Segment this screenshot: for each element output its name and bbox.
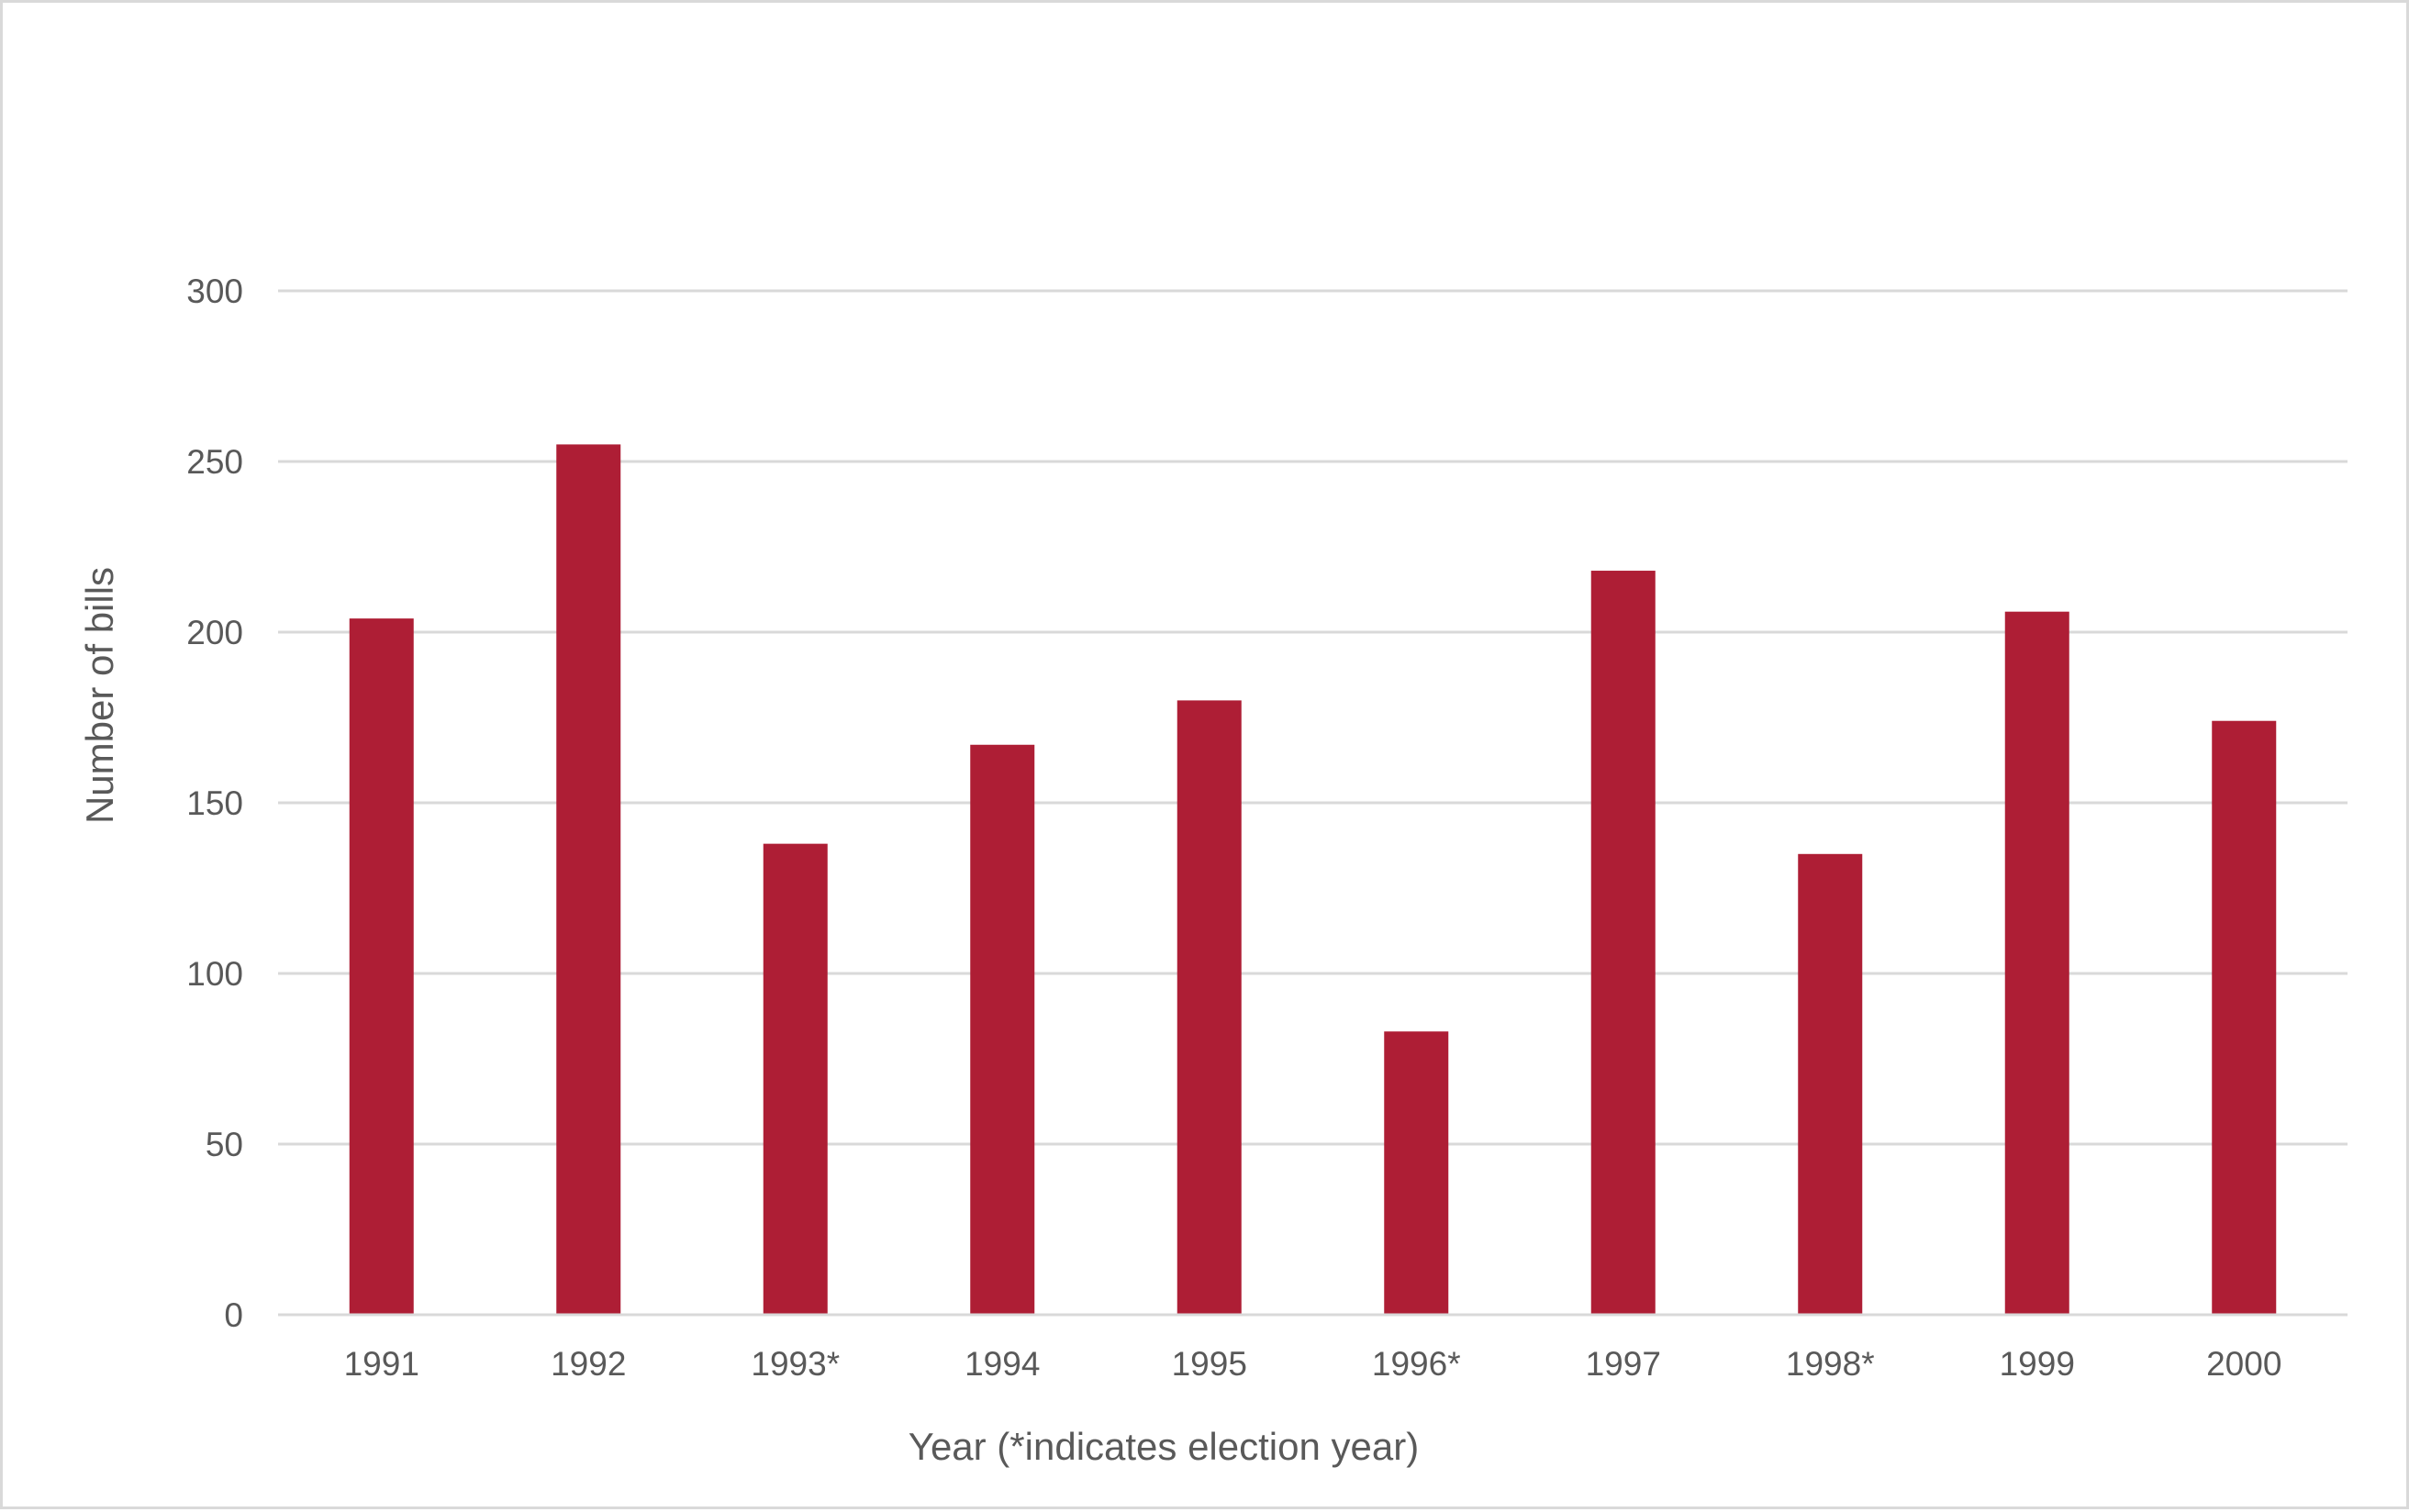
bar bbox=[556, 444, 621, 1315]
y-tick-label: 300 bbox=[186, 272, 243, 310]
bar-chart: 0 50 100 150 200 250 300 1991 1992 1993* 1994 1995… bbox=[78, 272, 2348, 1468]
bar bbox=[970, 744, 1035, 1315]
gridlines bbox=[278, 289, 2348, 1317]
bar bbox=[1590, 571, 1656, 1315]
x-tick-label: 1999 bbox=[2000, 1345, 2075, 1383]
y-tick-label: 50 bbox=[206, 1126, 243, 1163]
y-tick-label: 0 bbox=[224, 1296, 243, 1334]
y-tick-label: 150 bbox=[186, 784, 243, 822]
x-tick-label: 1994 bbox=[965, 1345, 1040, 1383]
y-tick-label: 100 bbox=[186, 955, 243, 993]
x-tick-label: 1997 bbox=[1586, 1345, 1661, 1383]
bars bbox=[278, 444, 2348, 1317]
y-tick-label: 200 bbox=[186, 614, 243, 651]
bar bbox=[349, 618, 414, 1315]
bar bbox=[1798, 853, 1863, 1315]
bar bbox=[1177, 700, 1242, 1315]
bar bbox=[2212, 720, 2277, 1315]
bar bbox=[1384, 1031, 1449, 1315]
x-tick-label: 1998* bbox=[1786, 1345, 1875, 1383]
x-tick-label: 1996* bbox=[1372, 1345, 1461, 1383]
bar bbox=[763, 843, 828, 1315]
y-tick-label: 250 bbox=[186, 443, 243, 481]
x-axis-title: Year (*indicates election year) bbox=[909, 1425, 1419, 1468]
bar bbox=[2004, 611, 2069, 1315]
x-tick-label: 2000 bbox=[2206, 1345, 2281, 1383]
y-axis-title: Number of bills bbox=[78, 567, 121, 824]
y-tick-labels: 0 50 100 150 200 250 300 bbox=[186, 272, 243, 1334]
x-tick-label: 1991 bbox=[344, 1345, 419, 1383]
x-tick-label: 1992 bbox=[551, 1345, 626, 1383]
x-tick-label: 1995 bbox=[1172, 1345, 1247, 1383]
x-tick-labels: 1991 1992 1993* 1994 1995 1996* 1997 1998* 1999 2… bbox=[344, 1345, 2282, 1383]
x-tick-label: 1993* bbox=[751, 1345, 840, 1383]
